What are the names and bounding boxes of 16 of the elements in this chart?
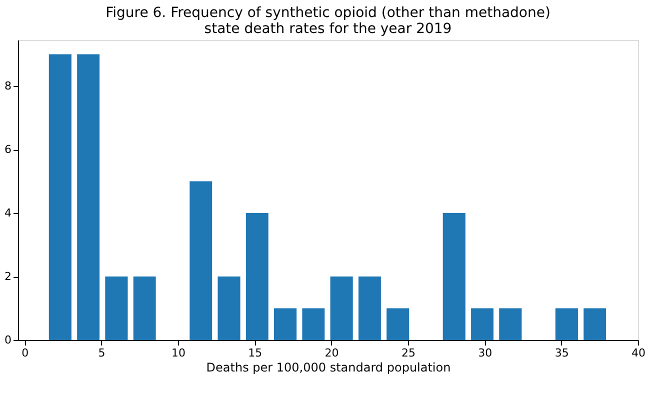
x-tick-label: 25 [401,346,416,360]
x-tick-label: 40 [632,346,646,360]
x-tick-label: 0 [22,346,29,360]
x-tick-label: 20 [324,346,339,360]
y-tick-label: 6 [4,143,12,156]
x-tick-label: 5 [98,346,106,360]
x-axis-title: Deaths per 100,000 standard population [206,360,451,374]
x-tick-label: 35 [554,346,569,360]
y-tick-label: 4 [4,206,12,220]
x-tick-label: 15 [248,346,262,360]
x-tick-label: 10 [171,346,186,360]
y-tick-label: 8 [4,80,12,93]
y-tick-label: 0 [4,334,12,346]
chart-title: Figure 6. Frequency of synthetic opioid (other than methadone) state death rates for the year 2019 [106,5,550,37]
x-tick-label: 30 [478,346,492,360]
y-tick-label: 2 [4,270,12,284]
